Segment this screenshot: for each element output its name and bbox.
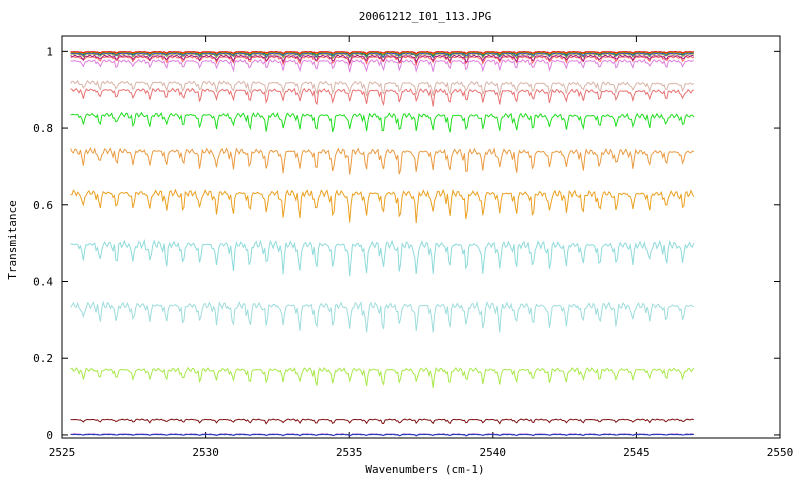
x-tick-label: 2550 (767, 446, 794, 459)
series-line (70, 111, 695, 133)
series-line (70, 58, 694, 73)
y-tick-label: 0.8 (33, 122, 53, 135)
series-line (70, 366, 695, 388)
x-tick-label: 2535 (336, 446, 363, 459)
series-line (70, 87, 694, 107)
series-line (70, 79, 695, 97)
y-tick-label: 0.4 (33, 275, 53, 288)
x-tick-label: 2525 (49, 446, 76, 459)
y-axis-label: Transmitance (6, 200, 19, 279)
y-tick-label: 0.6 (33, 199, 53, 212)
series-line (70, 418, 694, 425)
series-line (70, 54, 695, 65)
series-line (70, 238, 695, 277)
chart-title: 20061212_I01_113.JPG (359, 10, 491, 23)
y-tick-label: 0 (46, 429, 53, 442)
x-tick-label: 2545 (623, 446, 650, 459)
x-axis-label: Wavenumbers (cm-1) (365, 463, 484, 476)
series-line (70, 433, 694, 437)
y-tick-label: 1 (46, 45, 53, 58)
series-line (70, 146, 695, 175)
axis-ticks: 2525 2530 2535 2540 2545 2550 0 0.2 0.4 0.6 0.8 1 (33, 36, 793, 459)
plot-frame (61, 35, 781, 439)
x-tick-label: 2540 (480, 446, 507, 459)
series-line (70, 300, 694, 333)
series-line (70, 50, 694, 55)
series-line (70, 52, 694, 60)
x-tick-label: 2530 (192, 446, 219, 459)
series-line (70, 188, 695, 224)
series-line (70, 52, 694, 58)
y-tick-label: 0.2 (33, 352, 53, 365)
series-group (70, 50, 695, 437)
